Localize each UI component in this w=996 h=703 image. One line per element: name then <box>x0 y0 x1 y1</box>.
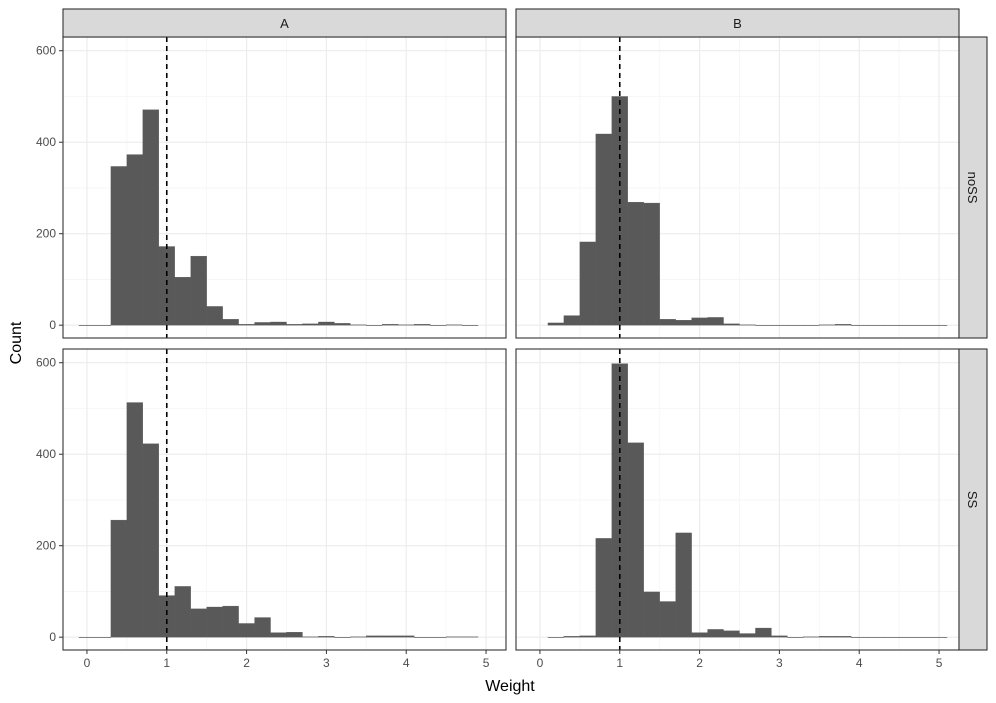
histogram-bar <box>723 630 740 638</box>
histogram-bar <box>563 315 581 326</box>
histogram-bar <box>254 322 271 326</box>
histogram-bar <box>110 166 128 326</box>
x-tick-label: 2 <box>696 656 703 670</box>
y-tick-label: 200 <box>36 227 56 241</box>
x-axis-title: Weight <box>485 678 535 695</box>
histogram-bar <box>174 277 191 326</box>
histogram-bar <box>595 538 612 638</box>
histogram-bar <box>238 623 255 638</box>
histogram-bar <box>595 133 612 326</box>
y-axis-title: Count <box>8 321 25 364</box>
histogram-bar <box>819 636 836 638</box>
y-tick-label: 400 <box>36 135 56 149</box>
panel-background <box>516 349 959 650</box>
histogram-bar <box>643 591 660 638</box>
x-tick-label: 0 <box>537 656 544 670</box>
histogram-bar <box>643 202 660 326</box>
histogram-bar <box>126 402 143 638</box>
histogram-bar <box>691 317 708 326</box>
histogram-bar <box>382 635 399 638</box>
column-strip-label: B <box>733 16 742 31</box>
panel-border <box>62 348 507 651</box>
axes-layer: 0 200 400 600 0 1 2 3 4 5 0 200 400 600 0 1 2 3 4 5 <box>36 44 943 670</box>
histogram-bar <box>707 317 724 326</box>
histogram-bar <box>190 608 207 638</box>
y-tick-label: 400 <box>36 447 56 461</box>
x-tick-label: 5 <box>936 656 943 670</box>
facet-panel-a-noss <box>62 36 507 339</box>
histogram-bar <box>739 633 756 638</box>
histogram-bar <box>126 154 143 326</box>
column-strip <box>62 8 507 38</box>
y-tick-label: 0 <box>49 630 56 644</box>
histogram-bar <box>222 605 239 638</box>
histogram-bar <box>270 632 287 638</box>
histogram-bar <box>563 636 581 638</box>
histogram-bar <box>142 109 159 326</box>
histogram-bar <box>318 321 335 326</box>
histogram-bar <box>110 519 128 638</box>
histogram-bar <box>579 635 596 638</box>
histogram-bar <box>286 632 303 638</box>
histogram-bar <box>835 324 852 326</box>
histogram-bar <box>302 323 319 326</box>
x-tick-label: 4 <box>403 656 410 670</box>
histogram-bar <box>659 601 676 638</box>
y-tick-label: 200 <box>36 539 56 553</box>
x-tick-label: 1 <box>616 656 623 670</box>
column-strip-label: A <box>280 16 289 31</box>
row-strip-label: SS <box>965 491 980 509</box>
histogram-bar <box>659 319 676 326</box>
histogram-bar <box>414 324 431 326</box>
histogram-bar <box>579 241 596 326</box>
x-tick-label: 0 <box>84 656 91 670</box>
histogram-bar <box>174 586 191 638</box>
histogram-bar <box>691 632 708 638</box>
y-tick-label: 0 <box>49 318 56 332</box>
histogram-bar <box>627 442 644 638</box>
row-strip <box>958 36 988 339</box>
histogram-bar <box>190 255 207 326</box>
histogram-bar <box>382 324 399 326</box>
histogram-bar <box>222 319 239 326</box>
histogram-bar <box>707 629 724 638</box>
histogram-bar <box>318 636 335 638</box>
facet-panel-b-noss <box>515 36 960 339</box>
x-tick-label: 4 <box>856 656 863 670</box>
histogram-bar <box>366 635 383 638</box>
histogram-bar <box>771 635 788 638</box>
row-strip <box>958 348 988 651</box>
histogram-bar <box>755 627 772 638</box>
histogram-bar <box>238 324 255 326</box>
panels-layer <box>62 36 960 651</box>
histogram-bar <box>398 635 415 638</box>
histogram-bar <box>270 321 287 326</box>
x-tick-label: 5 <box>483 656 490 670</box>
histogram-bar <box>547 322 565 326</box>
histogram-bar <box>675 320 692 326</box>
x-tick-label: 1 <box>163 656 170 670</box>
histogram-bar <box>206 606 223 638</box>
x-tick-label: 2 <box>243 656 250 670</box>
histogram-bar <box>158 246 175 326</box>
histogram-bar <box>627 201 644 326</box>
histogram-bar <box>206 306 223 326</box>
x-tick-label: 3 <box>323 656 330 670</box>
histogram-bar <box>835 636 852 638</box>
y-tick-label: 600 <box>36 44 56 58</box>
column-strip <box>515 8 960 38</box>
histogram-bar <box>254 617 271 638</box>
facet-panel-a-ss <box>62 348 507 651</box>
y-tick-label: 600 <box>36 356 56 370</box>
histogram-bar <box>675 532 692 638</box>
histogram-bar <box>334 323 351 326</box>
histogram-bar <box>723 323 740 326</box>
histogram-bar <box>142 443 159 638</box>
row-strip-label: noSS <box>965 172 980 204</box>
histogram-bar <box>286 324 303 326</box>
x-tick-label: 3 <box>776 656 783 670</box>
facet-panel-b-ss <box>515 348 960 651</box>
